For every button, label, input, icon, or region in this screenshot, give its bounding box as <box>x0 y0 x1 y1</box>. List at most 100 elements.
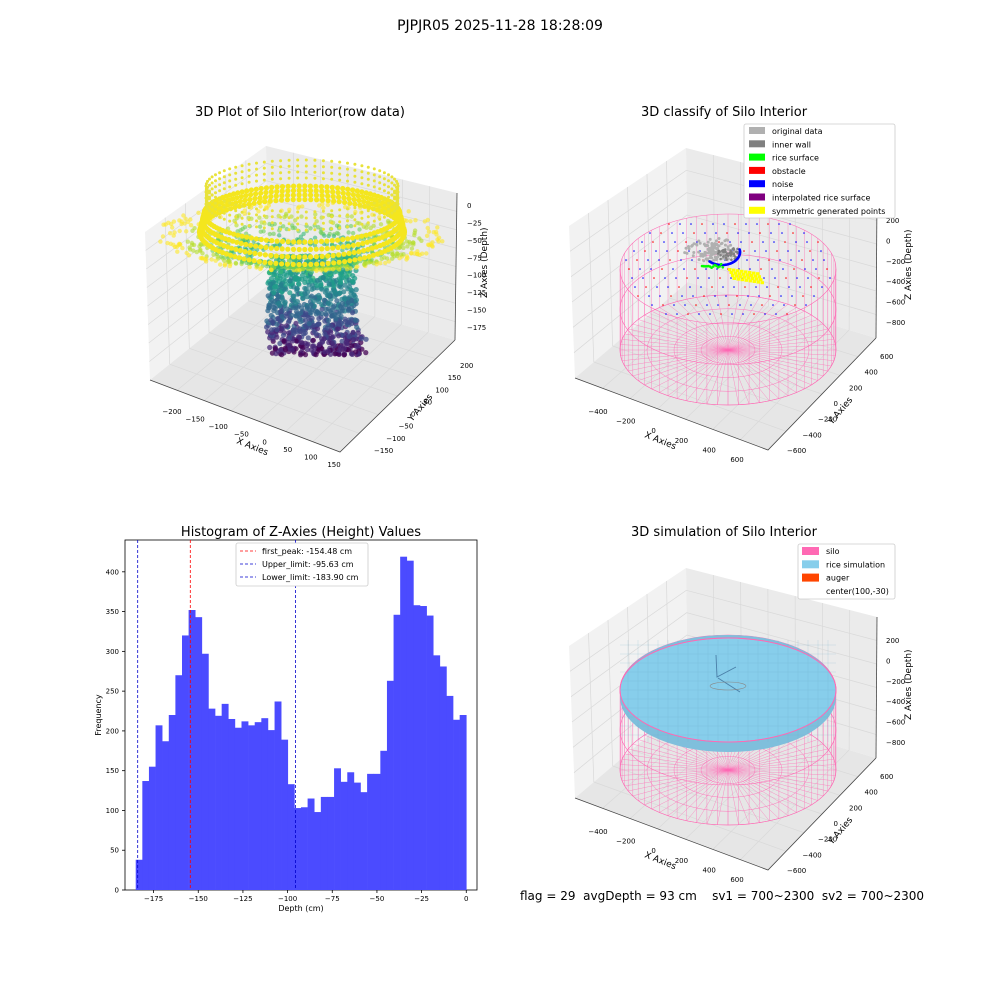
data-point <box>760 268 762 270</box>
ring-point <box>314 188 319 193</box>
y-tick-label: 400 <box>865 789 878 797</box>
histogram-bar <box>354 783 361 890</box>
data-point <box>195 250 199 254</box>
histogram-bar <box>440 666 447 890</box>
ring-point <box>330 221 333 224</box>
ring-point <box>254 187 259 192</box>
ring-point <box>313 159 316 162</box>
ring-point <box>330 172 333 175</box>
y-tick-label: 250 <box>106 688 119 696</box>
ring-point <box>322 159 325 162</box>
ring-point <box>313 216 316 219</box>
data-point <box>666 250 668 252</box>
ring-point <box>279 228 282 231</box>
data-point <box>281 333 286 338</box>
ring-point <box>264 238 269 243</box>
ring-point <box>383 189 386 192</box>
data-point <box>350 352 355 357</box>
ring-point <box>255 219 258 222</box>
ring-point <box>355 235 360 240</box>
data-point <box>777 286 779 288</box>
ring-point <box>291 262 296 267</box>
data-point <box>335 326 340 331</box>
data-point <box>413 228 417 232</box>
data-point <box>314 331 319 336</box>
histogram-bar <box>314 812 321 890</box>
data-point <box>336 232 340 236</box>
ring-point <box>242 256 247 261</box>
ring-point <box>387 191 390 194</box>
original-data-point <box>702 259 705 262</box>
data-point <box>340 301 345 306</box>
avg-depth-text: avgDepth = 93 cm <box>583 889 697 903</box>
data-point <box>679 223 681 225</box>
data-point <box>726 232 728 234</box>
ring-point <box>325 193 330 198</box>
histogram-bar <box>242 721 249 890</box>
original-data-point <box>715 239 718 242</box>
data-point <box>350 273 355 278</box>
data-point <box>807 277 809 279</box>
data-point <box>383 261 387 265</box>
ring-point <box>340 237 345 242</box>
x-tick-label: −200 <box>616 838 635 846</box>
data-point <box>680 259 682 261</box>
data-point <box>327 281 332 286</box>
legend-swatch <box>749 194 765 201</box>
ring-point <box>279 177 282 180</box>
histogram-bar <box>149 767 156 890</box>
ring-point <box>237 255 242 260</box>
status-footer: flag = 29 avgDepth = 93 cm sv1 = 700~230… <box>520 889 924 903</box>
ring-point <box>275 239 280 244</box>
original-data-point <box>709 251 712 254</box>
ring-point <box>262 260 267 265</box>
ring-point <box>353 175 356 178</box>
data-point <box>749 268 751 270</box>
ring-point <box>255 162 258 165</box>
data-point <box>625 259 627 261</box>
ring-point <box>352 202 357 207</box>
data-point <box>354 325 359 330</box>
data-point <box>671 232 673 234</box>
ring-point <box>396 182 399 185</box>
data-point <box>420 252 424 256</box>
data-point <box>766 286 768 288</box>
ring-point <box>259 186 264 191</box>
legend-label: auger <box>826 574 850 583</box>
data-point <box>801 259 803 261</box>
original-data-point <box>683 251 686 254</box>
ring-point <box>346 191 351 196</box>
ring-point <box>313 177 316 180</box>
ring-point <box>340 186 345 191</box>
ring-point <box>360 170 363 173</box>
ring-point <box>249 187 254 192</box>
data-point <box>628 268 630 270</box>
symmetric-point <box>728 268 732 271</box>
data-point <box>291 305 296 310</box>
ring-point <box>242 249 247 254</box>
data-point <box>273 346 278 351</box>
histogram-bar <box>169 715 176 890</box>
x-tick-label: 0 <box>262 438 266 446</box>
ring-point <box>347 201 352 206</box>
flag-text: flag = 29 <box>520 889 575 903</box>
histogram-bar <box>156 725 163 890</box>
data-point <box>301 267 305 271</box>
histogram-bar <box>308 799 315 890</box>
legend-label: center(100,-30) <box>826 587 889 596</box>
ring-point <box>353 212 356 215</box>
plot-simulation-title: 3D simulation of Silo Interior <box>631 525 818 540</box>
ring-point <box>387 179 390 182</box>
z-tick-label: −800 <box>886 319 905 327</box>
histogram-bar <box>136 860 143 890</box>
z-tick-label: −175 <box>467 324 486 332</box>
histogram-bar <box>288 784 295 890</box>
ring-point <box>280 189 285 194</box>
data-point <box>316 299 321 304</box>
data-point <box>346 308 351 313</box>
legend-swatch <box>749 140 765 147</box>
ring-point <box>291 197 296 202</box>
data-point <box>708 277 710 279</box>
ring-point <box>314 197 319 202</box>
original-data-point <box>695 244 698 247</box>
